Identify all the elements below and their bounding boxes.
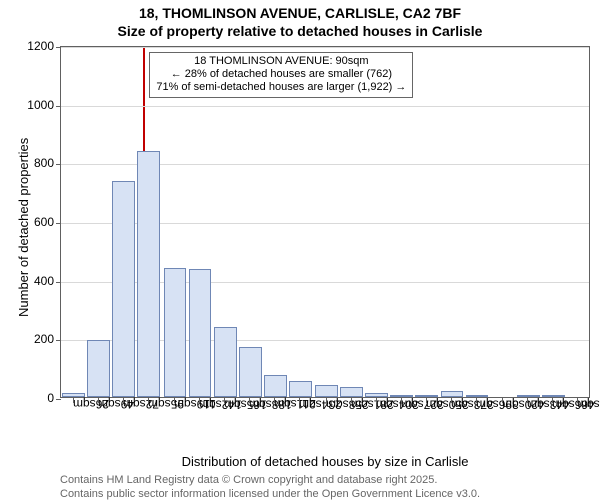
chart-root: 18, THOMLINSON AVENUE, CARLISLE, CA2 7BF… [0,0,600,500]
annotation-line3: 71% of semi-detached houses are larger (… [156,81,406,94]
annotation-line2: ← 28% of detached houses are smaller (76… [156,68,406,81]
x-tick-mark [351,398,352,403]
gridline [61,106,589,107]
y-tick-mark [56,47,61,48]
x-tick-mark [577,398,578,403]
y-axis-label: Number of detached properties [16,138,31,317]
plot-area: 18 THOMLINSON AVENUE: 90sqm ← 28% of det… [60,46,590,398]
x-tick-mark [299,398,300,403]
histogram-bar [289,381,312,397]
chart-title-line2: Size of property relative to detached ho… [0,23,600,39]
histogram-bar [264,375,287,397]
x-tick-mark [326,398,327,403]
y-tick-label: 1200 [20,39,54,53]
y-tick-label: 1000 [20,98,54,112]
y-tick-mark [56,164,61,165]
x-tick-mark [376,398,377,403]
x-axis-label: Distribution of detached houses by size … [60,454,590,469]
histogram-bar [340,387,363,397]
annotation-box: 18 THOMLINSON AVENUE: 90sqm ← 28% of det… [149,52,413,98]
footer-line2: Contains public sector information licen… [60,488,480,502]
x-tick-mark [249,398,250,403]
x-tick-mark [552,398,553,403]
histogram-bar [239,347,262,397]
x-tick-mark [224,398,225,403]
x-tick-mark [98,398,99,403]
y-tick-mark [56,282,61,283]
histogram-bar [87,340,110,397]
histogram-bar [214,327,237,397]
annotation-line1: 18 THOMLINSON AVENUE: 90sqm [156,55,406,68]
y-tick-label: 200 [20,332,54,346]
x-tick-mark [199,398,200,403]
y-tick-mark [56,223,61,224]
x-tick-mark [502,398,503,403]
gridline [61,47,589,48]
x-tick-mark [401,398,402,403]
histogram-bar [315,385,338,397]
chart-title-line1: 18, THOMLINSON AVENUE, CARLISLE, CA2 7BF [0,5,600,21]
x-tick-mark [274,398,275,403]
x-tick-mark [451,398,452,403]
y-tick-label: 0 [20,391,54,405]
histogram-bar [137,151,160,397]
histogram-bar [164,268,187,397]
histogram-bar [189,269,212,397]
y-tick-mark [56,399,61,400]
x-tick-mark [148,398,149,403]
x-tick-mark [123,398,124,403]
y-tick-mark [56,340,61,341]
x-tick-mark [527,398,528,403]
x-tick-mark [73,398,74,403]
x-tick-mark [426,398,427,403]
footer-attribution: Contains HM Land Registry data © Crown c… [60,474,480,502]
histogram-bar [112,181,135,397]
histogram-bar [441,391,464,397]
x-tick-mark [174,398,175,403]
footer-line1: Contains HM Land Registry data © Crown c… [60,474,480,488]
y-tick-mark [56,106,61,107]
x-tick-mark [476,398,477,403]
